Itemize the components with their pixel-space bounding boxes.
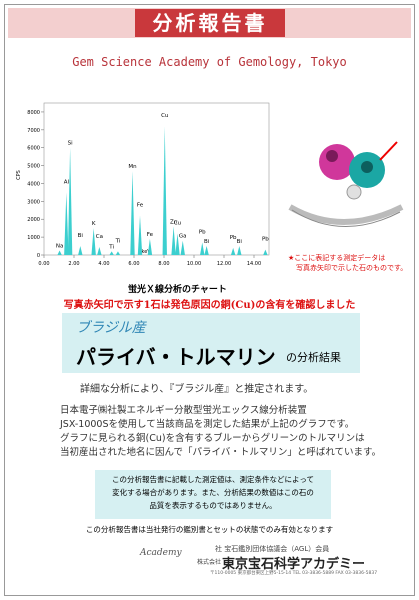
peak-label: Ga [179, 234, 187, 240]
ring-photo [288, 141, 404, 227]
peak [91, 228, 96, 255]
y-tick-label: 7000 [27, 128, 40, 134]
x-tick-label: 4.00 [98, 261, 109, 267]
peak [171, 226, 176, 255]
frame [4, 4, 415, 596]
spectrum-chart: 0 1000 2000 3000 4000 5000 6000 7000 8000 0.00 2.0… [16, 102, 270, 267]
peak [57, 250, 62, 255]
peak [67, 147, 73, 255]
peak-label: Ti [115, 238, 121, 244]
x-tick-label: 14.00 [247, 261, 261, 267]
conclusion: 詳細な分析により、『ブラジル産』と推定されます。 [80, 384, 314, 395]
y-tick-label: 0 [37, 253, 40, 259]
peak-label: K [92, 221, 96, 227]
plot-area [43, 102, 270, 256]
peak-label: Bi [237, 239, 243, 245]
peak [137, 215, 143, 255]
peak-label: Si [68, 141, 73, 147]
chart-caption: 蛍光Ｘ線分析のチャート [128, 285, 227, 295]
result-box: ブラジル産 パライバ・トルマリン の分析結果 [62, 313, 360, 373]
peak-label: Fe [147, 232, 154, 238]
y-tick-label: 5000 [27, 164, 40, 170]
x-tick-label: 2.00 [68, 261, 79, 267]
peak [237, 246, 242, 255]
notice-box: この分析報告書に記載した測定値は、測定条件などによって 変化する場合があります。… [95, 470, 331, 519]
peak-label: Ca [96, 234, 103, 240]
peak [115, 251, 121, 255]
y-tick-label: 4000 [27, 181, 40, 187]
method-line: JSX-1000Sを使用して当該商品を測定した結果が上記のグラフです。 [60, 419, 355, 430]
peak-label: Cu [174, 221, 181, 227]
peak [175, 233, 180, 255]
peak [230, 247, 236, 255]
peak [78, 246, 83, 255]
peak [97, 246, 102, 255]
peak [109, 251, 114, 255]
notice-line: 品質を表示するものではありません。 [149, 501, 277, 510]
subtitle: Gem Science Academy of Gemology, Tokyo [72, 55, 347, 69]
footer-logo: Academy [140, 548, 182, 558]
cu-note: 写真赤矢印で示す1石は発色原因の銅(Cu)の含有を確認しました [63, 300, 356, 311]
footer-member: 社 宝石鑑別団体協議会（AGL）会員 [215, 545, 330, 553]
peak [64, 192, 69, 255]
peak-label: Pb [230, 235, 237, 241]
peak [130, 170, 135, 255]
peak [162, 126, 167, 255]
result-suffix: の分析結果 [286, 351, 341, 364]
footer-address: 〒110-0005 東京都台東区上野5-15-14 TEL 03-3836-58… [210, 571, 378, 576]
peak-label: Na [56, 244, 64, 250]
photo-note: ★ここに表記する測定データは 写真赤矢印で示した石のものです。 [288, 253, 407, 273]
y-tick-label: 8000 [27, 110, 40, 116]
x-tick-label: 0.00 [38, 261, 49, 267]
x-tick-label: 6.00 [128, 261, 139, 267]
peak-label: Pb [199, 229, 206, 235]
peak-label: Ti [108, 244, 114, 250]
validity: この分析報告書は当社発行の鑑別書とセットの状態でのみ有効となります [85, 525, 334, 534]
peak [180, 240, 185, 255]
peak [263, 249, 268, 255]
x-tick-label: 10.00 [187, 261, 201, 267]
x-axis-label: keV [142, 249, 152, 255]
photo-note-line: 写真赤矢印で示した石のものです。 [296, 264, 408, 272]
peak [200, 242, 205, 255]
method: 日本電子㈱社製エネルギー分散型蛍光エックス線分析装置 JSX-1000Sを使用し… [60, 404, 381, 460]
method-line: 当初産出された地名に因んで「パライバ・トルマリン」と呼ばれています。 [60, 447, 382, 458]
peak [204, 246, 209, 255]
footer-company: 東京宝石科学アカデミー [222, 557, 366, 572]
y-axis-label: CPS [16, 170, 22, 180]
y-tick-label: 3000 [27, 199, 40, 205]
method-line: グラフに見られる銅(Cu)を含有するブルーからグリーンのトルマリンは [60, 433, 365, 444]
y-tick-label: 1000 [27, 235, 40, 241]
y-tick-label: 6000 [27, 146, 40, 152]
peak-label: Mn [128, 164, 137, 170]
x-tick-label: 12.00 [217, 261, 231, 267]
peak-label: Al [64, 179, 70, 185]
peak-label: Cu [161, 113, 168, 119]
origin: ブラジル産 [76, 320, 146, 336]
photo-note-line: ★ここに表記する測定データは [288, 254, 386, 262]
peak-label: Pb [262, 237, 269, 243]
stone: パライバ・トルマリン [76, 345, 276, 369]
y-tick-label: 2000 [27, 217, 40, 223]
peak-label: Bi [78, 233, 84, 239]
peak-label: Fe [137, 203, 144, 209]
notice-line: この分析報告書に記載した測定値は、測定条件などによって [112, 475, 314, 484]
title: 分析報告書 [135, 9, 285, 37]
method-line: 日本電子㈱社製エネルギー分散型蛍光エックス線分析装置 [60, 405, 307, 416]
peak-label: Zn [170, 219, 178, 225]
notice-line: 変化する場合があります。また、分析結果の数値はこの石の [112, 488, 314, 497]
footer-prefix: 株式会社 [197, 559, 222, 566]
peak-label: Bi [204, 239, 210, 245]
peak [147, 238, 153, 255]
x-tick-label: 8.00 [158, 261, 169, 267]
